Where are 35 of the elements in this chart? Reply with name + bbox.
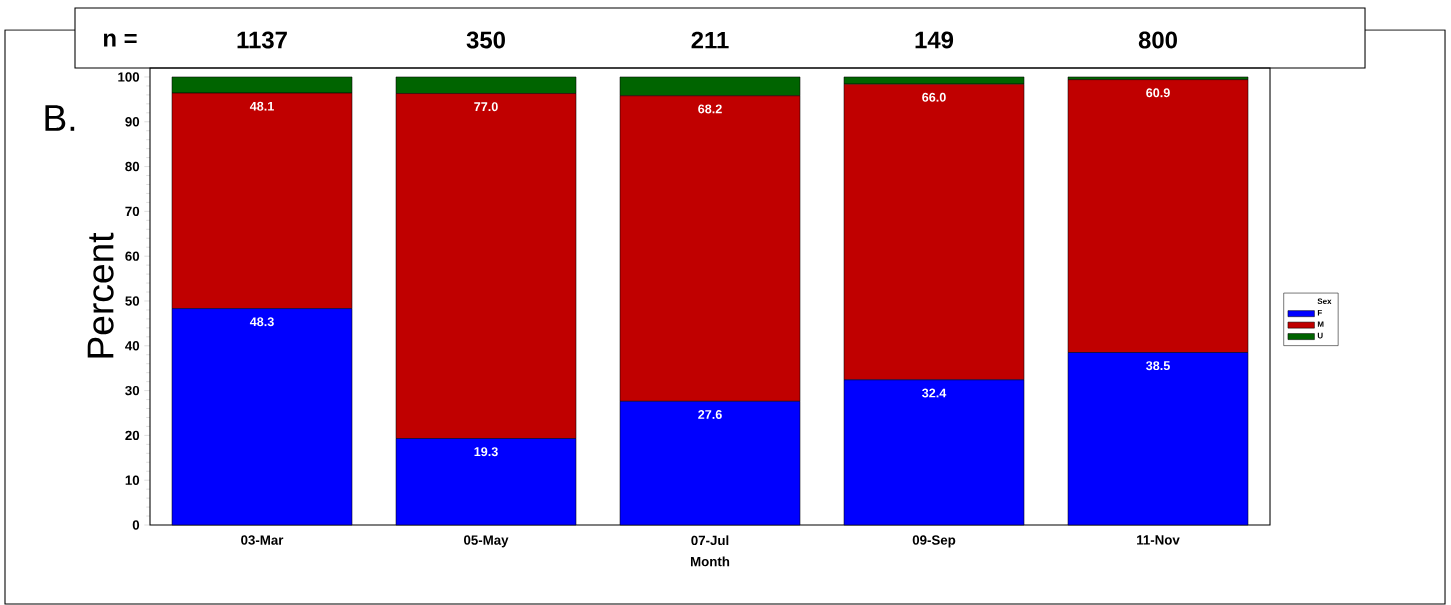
text: B. [45, 105, 75, 131]
data-label: 66.0 [922, 92, 946, 102]
y-tick-label: 60 [125, 251, 140, 261]
data-label: 68.2 [698, 104, 722, 114]
y-axis-title: Percent [87, 232, 114, 358]
y-tick-label: 90 [125, 117, 140, 127]
x-tick-label: 07-Jul [691, 535, 729, 546]
data-label: 48.1 [249, 101, 274, 111]
text: n = [103, 33, 137, 47]
text: 149 [915, 31, 954, 49]
y-tick-label: 30 [125, 385, 140, 396]
data-label: 38.5 [1146, 361, 1170, 371]
data-label: 77.0 [474, 102, 498, 112]
y-tick-label: 100 [118, 72, 140, 82]
x-tick-label: 09-Sep [912, 535, 956, 548]
data-label: 19.3 [474, 447, 498, 457]
x-tick-label: 05-May [464, 535, 509, 548]
text: 1137 [237, 31, 287, 49]
text: 350 [466, 31, 505, 49]
y-tick-label: 80 [125, 161, 140, 172]
y-tick-label: 10 [125, 475, 140, 485]
data-label: 27.6 [698, 410, 722, 419]
data-label: 60.9 [1146, 88, 1170, 98]
y-tick-label: 70 [125, 206, 140, 217]
text: 800 [1138, 31, 1177, 49]
y-tick-label: 0 [132, 520, 140, 530]
x-tick-label: 03-Mar [241, 535, 284, 545]
y-tick-label: 40 [125, 341, 140, 351]
y-tick-label: 50 [125, 296, 140, 306]
data-label: 32.4 [922, 388, 947, 398]
data-label: 48.3 [249, 317, 274, 327]
x-axis-title: Month [690, 556, 730, 567]
y-tick-label: 20 [125, 430, 140, 441]
text: 211 [691, 31, 729, 49]
x-tick-label: 11-Nov [1137, 535, 1180, 545]
